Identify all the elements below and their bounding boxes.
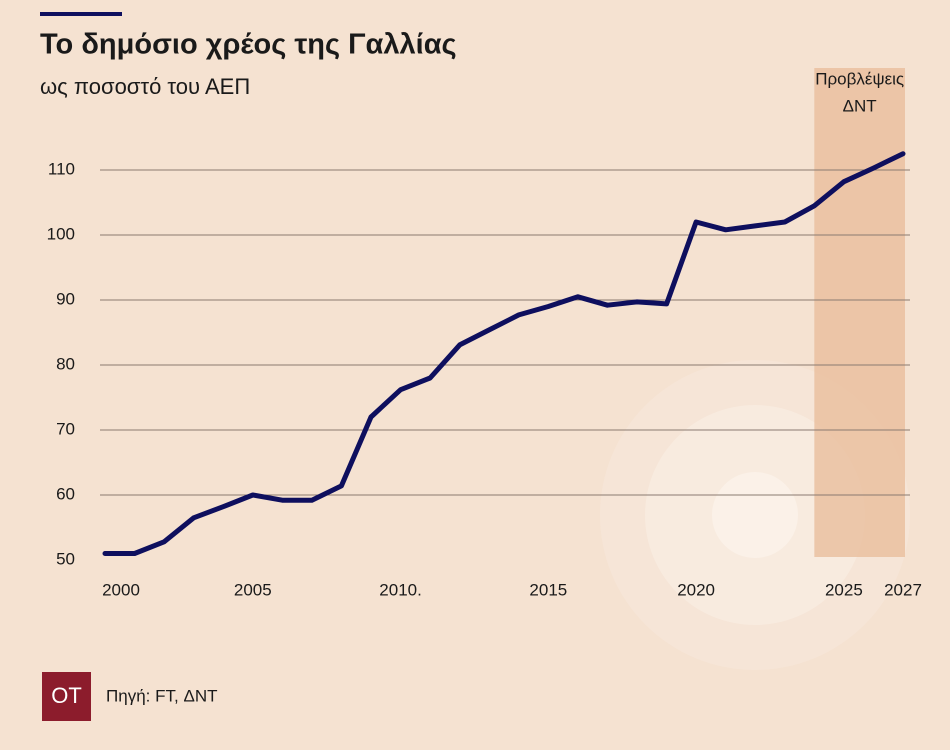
y-tick-label: 90 (56, 289, 75, 308)
decor (712, 472, 798, 558)
x-tick-label: 2027 (884, 580, 922, 599)
y-tick-label: 60 (56, 484, 75, 503)
y-tick-label: 100 (47, 224, 75, 243)
forecast-region (814, 68, 905, 557)
logo: OT (51, 683, 82, 708)
logo-box (42, 672, 91, 721)
x-tick-label: 2015 (529, 580, 567, 599)
forecast-label: Προβλέψεις (815, 69, 904, 88)
forecast-label: ΔΝΤ (843, 96, 877, 115)
y-tick-label: 50 (56, 549, 75, 568)
x-tick-label: 2010. (379, 580, 422, 599)
data-line (102, 151, 906, 556)
y-tick-label: 80 (56, 354, 75, 373)
chart-subtitle: ως ποσοστό του ΑΕΠ (40, 74, 250, 99)
x-tick-label: 2025 (825, 580, 863, 599)
x-tick-label: 2020 (677, 580, 715, 599)
y-tick-label: 110 (48, 159, 75, 178)
y-tick-label: 70 (56, 419, 75, 438)
chart-title: Το δημόσιο χρέος της Γαλλίας (40, 29, 457, 61)
x-tick-label: 2005 (234, 580, 272, 599)
source: Πηγή: FT, ΔΝΤ (106, 686, 217, 705)
x-tick-label: 2000 (102, 580, 140, 599)
top-rule (40, 12, 122, 16)
